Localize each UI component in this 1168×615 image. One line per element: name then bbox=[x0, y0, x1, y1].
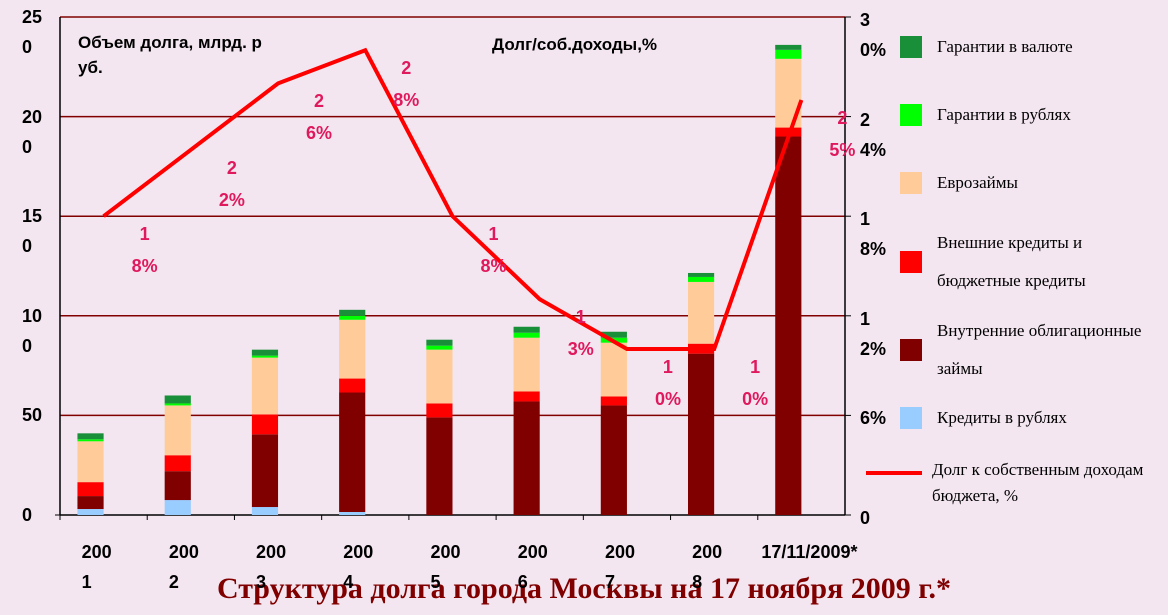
bar-segment bbox=[513, 401, 540, 515]
bar-segment bbox=[339, 392, 366, 513]
bar-segment bbox=[426, 345, 453, 350]
legend-label: Еврозаймы bbox=[937, 173, 1018, 192]
bar-segment bbox=[775, 44, 802, 50]
x-tick-label: 2008 bbox=[692, 542, 723, 592]
bar-segment bbox=[688, 272, 715, 277]
y2-tick-label: 24% bbox=[860, 109, 887, 160]
legend-swatch bbox=[900, 104, 922, 126]
bar-segment bbox=[164, 395, 191, 404]
legend-label: Внешние кредиты и бюджетные кредиты bbox=[937, 233, 1086, 290]
legend-swatch bbox=[900, 339, 922, 361]
bar-segment bbox=[775, 49, 802, 59]
legend-label: Гарантии в валюте bbox=[937, 37, 1073, 56]
legend-swatch bbox=[900, 36, 922, 58]
y-tick-label: 250 bbox=[22, 7, 43, 57]
x-tick-label: 2002 bbox=[168, 542, 199, 592]
line bbox=[102, 47, 804, 351]
bar-segment bbox=[513, 391, 540, 402]
y2-tick-label: 18% bbox=[860, 209, 887, 260]
bar-segment bbox=[513, 326, 540, 333]
bar-segment bbox=[77, 482, 104, 497]
x-tick-label: 2003 bbox=[256, 542, 287, 592]
bar-segment bbox=[426, 417, 453, 515]
bar-segment bbox=[513, 332, 540, 338]
value-label: 10% bbox=[742, 357, 769, 409]
bar-segment bbox=[77, 496, 104, 510]
bar-segment bbox=[339, 315, 366, 320]
y2-axis-label: Долг/соб.доходы,% bbox=[492, 35, 658, 54]
bar-segment bbox=[251, 357, 279, 415]
y-tick-label: 200 bbox=[22, 106, 43, 157]
value-label: 28% bbox=[393, 58, 420, 111]
bar-segment bbox=[251, 349, 279, 356]
bar-segment bbox=[77, 439, 104, 442]
bar-segment bbox=[164, 403, 191, 406]
legend-swatch bbox=[900, 251, 922, 273]
bar-segment bbox=[251, 355, 279, 358]
y2-tick-label: 12% bbox=[860, 308, 887, 359]
y-tick-label: 150 bbox=[22, 206, 43, 257]
bar-segment bbox=[600, 331, 627, 338]
bar-segment bbox=[339, 319, 366, 379]
bar-segment bbox=[426, 339, 453, 346]
bar-segment bbox=[600, 342, 627, 397]
legend-label: Внутренние облигационные займы bbox=[937, 321, 1142, 378]
value-label: 18% bbox=[480, 224, 507, 277]
x-tick-label: 17/11/2009* bbox=[761, 542, 858, 562]
value-label: 18% bbox=[131, 224, 158, 277]
y-tick-label: 50 bbox=[22, 405, 43, 426]
bar-segment bbox=[339, 309, 366, 316]
bar-segment bbox=[339, 378, 366, 393]
bar-segment bbox=[164, 405, 191, 456]
bar-segment bbox=[164, 455, 191, 472]
y-tick-label: 0 bbox=[22, 505, 33, 525]
bar-segment bbox=[600, 396, 627, 406]
y-tick-label: 100 bbox=[22, 305, 43, 356]
bar-segment bbox=[164, 471, 191, 501]
legend-label: Кредиты в рублях bbox=[937, 408, 1067, 427]
legend-label: Гарантии в рублях bbox=[937, 105, 1071, 124]
legend-swatch bbox=[900, 172, 922, 194]
y2-tick-label: 6% bbox=[860, 408, 887, 429]
legend-swatch bbox=[900, 407, 922, 429]
bar-segment bbox=[164, 500, 191, 515]
x-tick-label: 2001 bbox=[81, 542, 112, 592]
value-label: 13% bbox=[567, 307, 594, 360]
y-axis-label: Объем долга, млрд. руб. bbox=[78, 33, 262, 77]
bar-segment bbox=[426, 349, 453, 404]
y2-tick-label: 30% bbox=[860, 10, 887, 60]
bar-segment bbox=[688, 276, 715, 282]
bar-segment bbox=[251, 507, 279, 515]
bar-segment bbox=[426, 403, 453, 418]
value-label: 25% bbox=[829, 108, 856, 160]
legend-label: Долг к собственным доходам бюджета, % bbox=[932, 460, 1144, 505]
bar-segment bbox=[251, 434, 279, 508]
bar-segment bbox=[77, 509, 104, 515]
x-tick-label: 2005 bbox=[430, 542, 461, 592]
value-label: 22% bbox=[218, 157, 245, 210]
x-tick-label: 2006 bbox=[517, 542, 548, 592]
bar-segment bbox=[688, 353, 715, 515]
bar-segment bbox=[251, 414, 279, 435]
bar-segment bbox=[339, 512, 366, 515]
value-label: 10% bbox=[654, 357, 681, 409]
bar-segment bbox=[775, 136, 802, 515]
bar-segment bbox=[688, 281, 715, 344]
bar-segment bbox=[513, 337, 540, 392]
value-label: 26% bbox=[306, 91, 333, 144]
bar-segment bbox=[77, 441, 104, 483]
chart-title: Структура долга города Москвы на 17 нояб… bbox=[216, 572, 952, 605]
bar-segment bbox=[600, 405, 627, 515]
y2-tick-label: 0 bbox=[860, 508, 871, 528]
bar-segment bbox=[77, 433, 104, 440]
x-tick-label: 2004 bbox=[343, 542, 374, 592]
x-tick-label: 2007 bbox=[604, 542, 635, 592]
